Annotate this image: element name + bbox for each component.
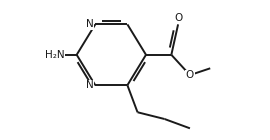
Text: H₂N: H₂N [45,50,65,60]
Text: O: O [186,70,194,80]
Text: N: N [86,80,94,90]
Text: O: O [174,13,182,23]
Text: N: N [86,19,94,29]
